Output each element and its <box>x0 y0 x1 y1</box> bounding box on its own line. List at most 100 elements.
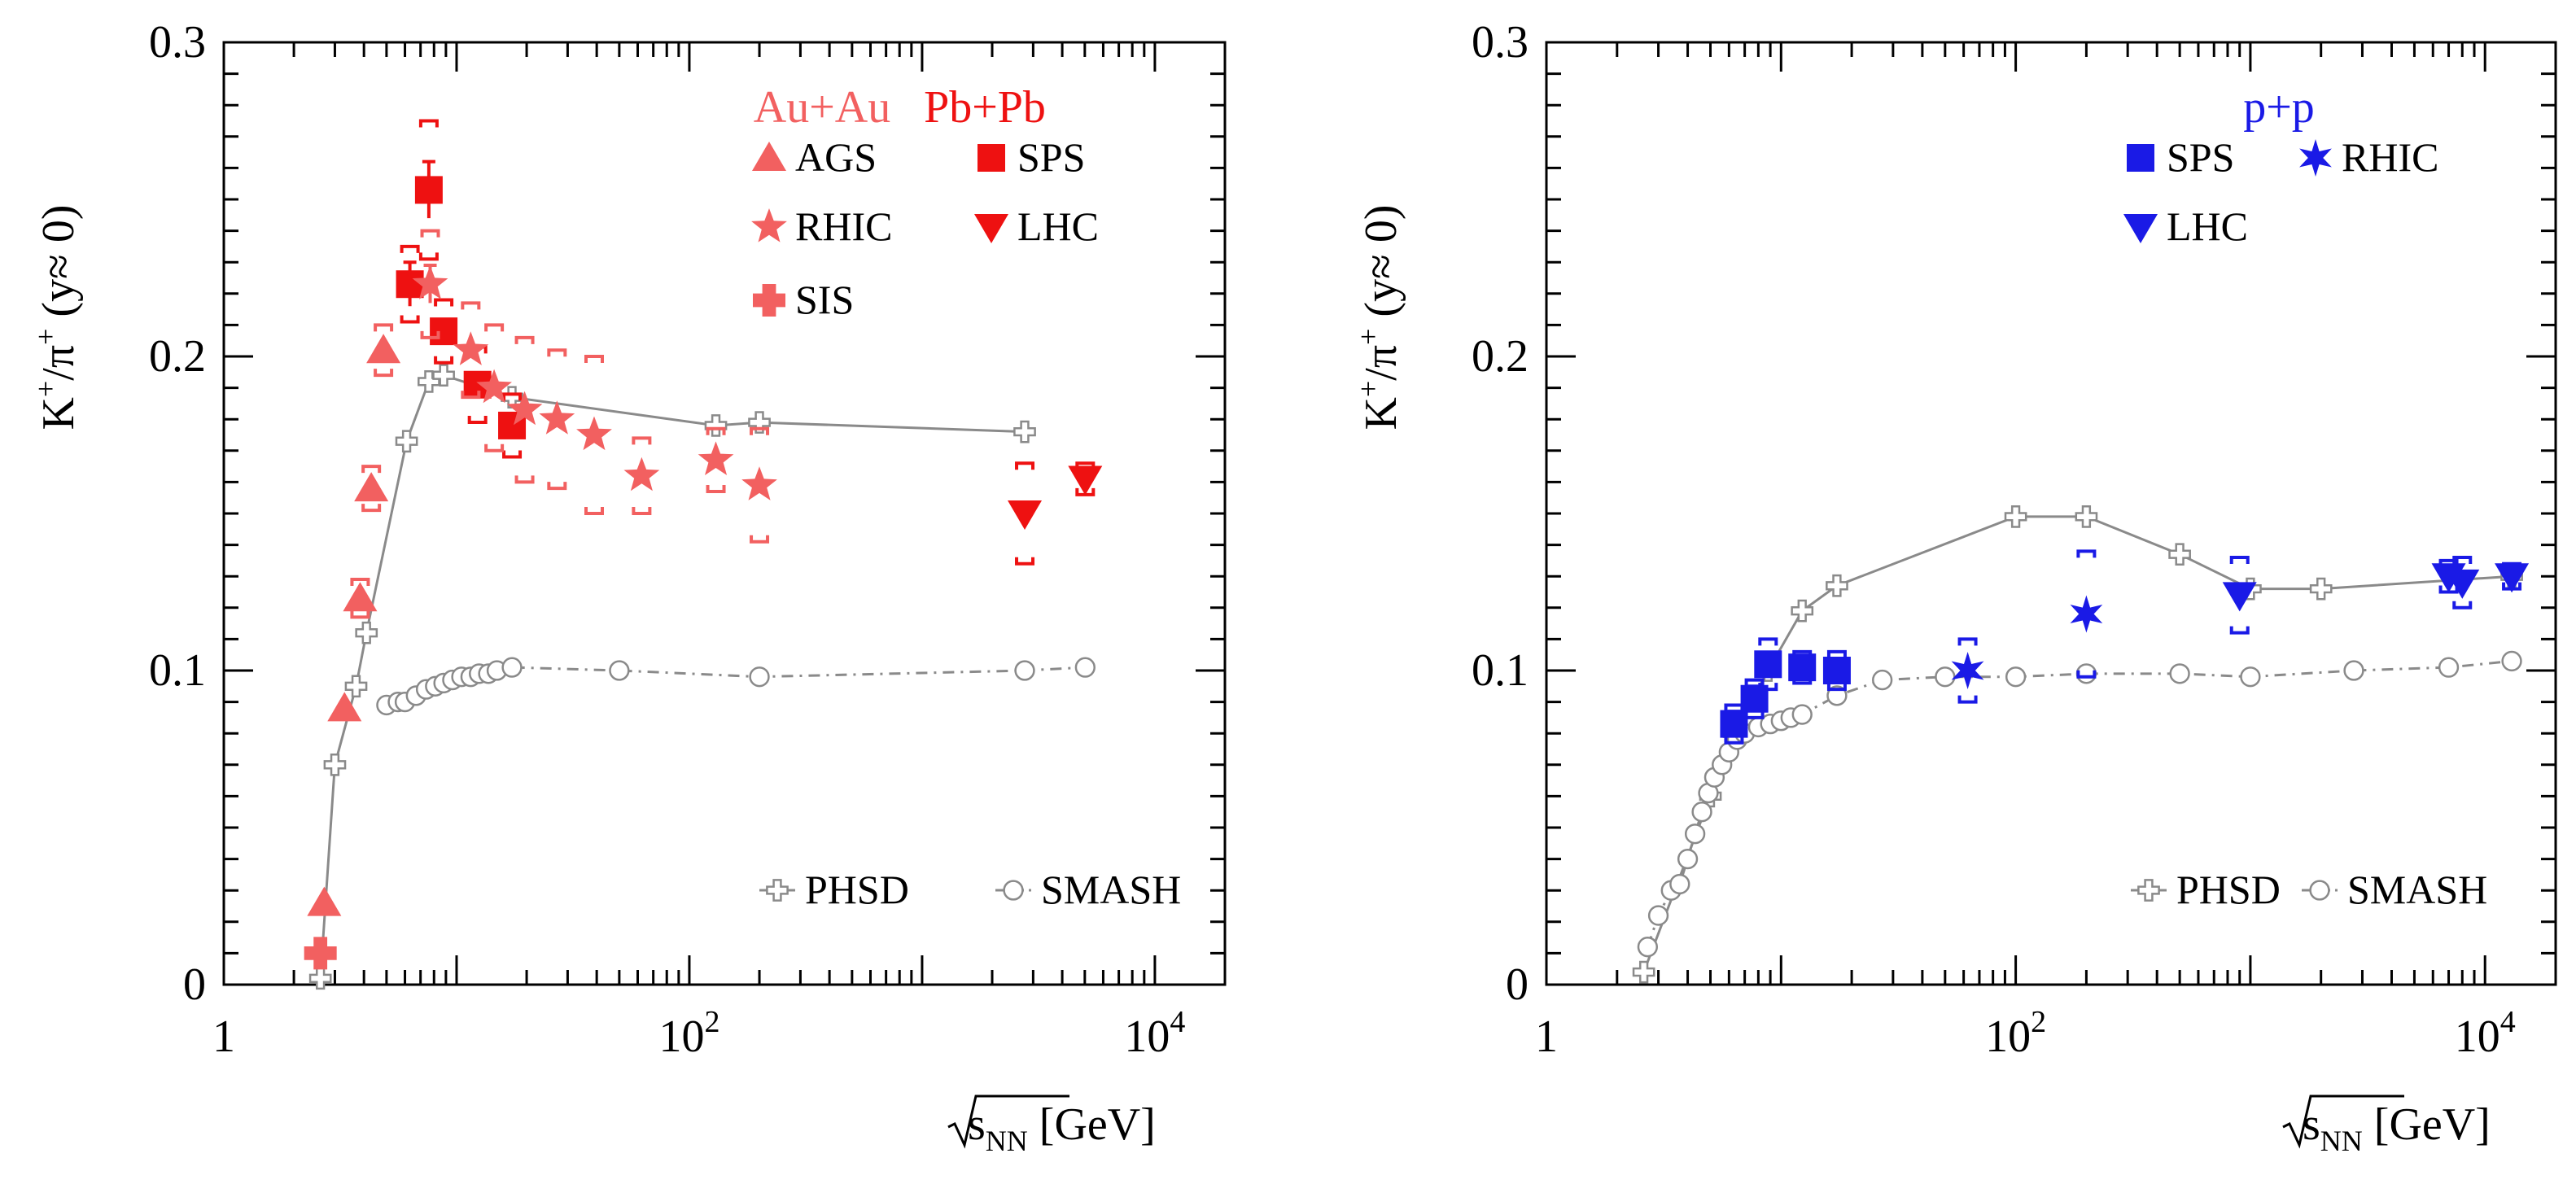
sys-error <box>1744 678 1765 719</box>
right-xlabel: sNN [GeV] <box>2282 1094 2491 1157</box>
x-tick-label: 102 <box>1985 1005 2046 1062</box>
sps-point <box>396 270 424 299</box>
sys-error <box>400 244 420 324</box>
phsd-point <box>2004 505 2027 528</box>
sys-error <box>461 301 481 400</box>
rhic-point <box>412 265 448 299</box>
phsd-point <box>748 411 771 434</box>
phsd-point <box>355 621 378 644</box>
sys-error <box>502 392 523 459</box>
legend-rhic-label: RHIC <box>2342 134 2438 180</box>
rhic-point <box>1951 652 1984 689</box>
legend-rhic-marker <box>751 208 787 242</box>
smash-point <box>1637 937 1659 958</box>
legend-smash-marker <box>2309 880 2330 901</box>
legend-ags-marker <box>752 142 786 171</box>
legend-phsd-label: PHSD <box>805 867 909 912</box>
legend-lhc-marker <box>974 214 1008 243</box>
phsd-point <box>704 414 728 437</box>
smash-point <box>2169 663 2190 684</box>
x-tick-label: 1 <box>212 1011 235 1062</box>
smash-point <box>1691 802 1712 823</box>
phsd-point <box>1013 420 1036 443</box>
ags-point <box>343 582 378 612</box>
rhic-point <box>539 400 575 435</box>
rhic-point <box>453 331 489 365</box>
series-sps <box>1720 637 1851 745</box>
sps-point <box>414 176 443 204</box>
phsd-point <box>1826 574 1848 597</box>
y-tick-label: 0.1 <box>149 645 206 696</box>
sys-error <box>420 229 440 339</box>
sys-error <box>584 355 605 515</box>
ags-point <box>354 472 389 502</box>
legend-lhc-label: LHC <box>1017 203 1099 249</box>
sys-error <box>514 335 535 484</box>
rhic-point <box>576 416 612 451</box>
sys-error <box>1957 637 1978 704</box>
sys-error <box>1826 649 1847 692</box>
series-rhic <box>412 229 777 544</box>
legend-header: Pb+Pb <box>924 82 1046 133</box>
sys-error <box>632 436 652 515</box>
legend-sis-label: SIS <box>795 277 854 322</box>
series-rhic <box>1951 549 2103 704</box>
sps-point <box>1720 710 1748 738</box>
sys-error <box>2452 556 2473 609</box>
smash-point <box>2005 666 2027 688</box>
legend-ags-label: AGS <box>795 134 877 180</box>
series-ags <box>307 323 401 916</box>
smash-point <box>1669 873 1690 895</box>
smash-point <box>1684 824 1706 845</box>
series-sps <box>396 119 527 459</box>
sys-error <box>547 348 567 491</box>
sps-point <box>1788 653 1817 682</box>
smash-point <box>2438 657 2460 678</box>
smash-point <box>2240 666 2261 688</box>
smash-point <box>1647 905 1669 926</box>
phsd-point <box>1791 599 1814 623</box>
sys-error <box>418 119 439 261</box>
left-axes: 0 0.1 0.2 0.3 1 102 104 <box>149 17 1227 1062</box>
rhic-point <box>476 369 512 404</box>
lhc-point <box>2222 582 2257 612</box>
phsd-point <box>2309 577 2333 601</box>
y-tick-label: 0.2 <box>1472 331 1529 382</box>
smash-point <box>1826 685 1848 706</box>
sps-point <box>1822 657 1851 684</box>
curve-smash <box>1646 659 2513 948</box>
right-ylabel: K+/π+ (y≈ 0) <box>1352 205 1406 430</box>
legend-lhc-marker <box>2123 214 2158 243</box>
x-tick-label: 104 <box>1124 1005 1185 1062</box>
phsd-point <box>395 430 418 453</box>
phsd-point <box>2075 505 2098 528</box>
lhc-point <box>2495 563 2530 593</box>
series-lhc <box>1008 461 1103 566</box>
smash-point <box>609 660 630 681</box>
rhic-point <box>2070 595 2103 633</box>
sis-point <box>304 937 337 970</box>
y-tick-label: 0.3 <box>1472 17 1529 68</box>
series-smash <box>376 657 1096 716</box>
sys-error <box>350 578 370 619</box>
ags-point <box>327 692 362 722</box>
y-tick-label: 0.3 <box>149 17 206 68</box>
legend-phsd-label: PHSD <box>2176 867 2281 912</box>
legend-sps-label: SPS <box>2167 134 2234 180</box>
phsd-point <box>344 675 368 698</box>
legend-lhc-label: LHC <box>2167 203 2248 249</box>
sys-error <box>750 426 770 544</box>
legend-sps-label: SPS <box>1017 134 1085 180</box>
rhic-point <box>741 466 777 500</box>
legend-sps-marker <box>977 144 1005 172</box>
phsd-point <box>432 364 455 387</box>
sys-error <box>361 465 382 513</box>
rhic-point <box>698 441 734 475</box>
ags-point <box>366 334 401 364</box>
smash-point <box>1074 657 1096 678</box>
smash-point <box>1677 848 1699 870</box>
legend-smash-label: SMASH <box>1041 867 1181 912</box>
series-phsd <box>308 364 1036 990</box>
legend-phsd-marker <box>2137 879 2160 902</box>
smash-point <box>1935 666 1956 688</box>
